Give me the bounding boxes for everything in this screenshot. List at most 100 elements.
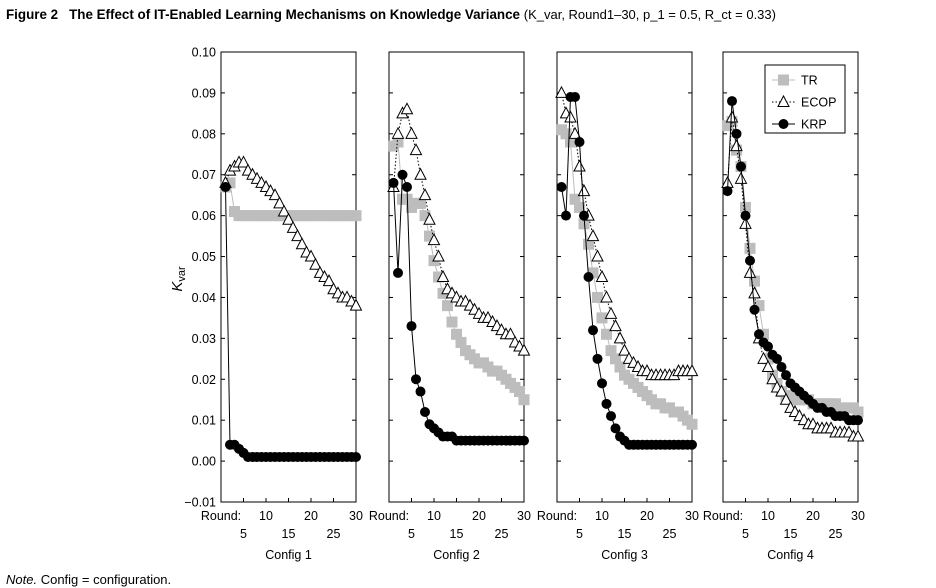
tr-point — [744, 242, 756, 254]
x-tick-label: 20 — [304, 509, 318, 523]
ecop-point — [685, 364, 699, 377]
ecop-line — [561, 92, 692, 376]
krp-point — [420, 407, 430, 417]
ecop-line — [225, 161, 357, 307]
y-tick-label: −0.01 — [184, 496, 216, 510]
krp-point — [574, 137, 585, 147]
ecop-point — [391, 126, 405, 139]
ecop-point — [309, 257, 322, 270]
ecop-point — [779, 392, 793, 405]
y-tick-label: 0.00 — [192, 455, 216, 469]
panel-xlabel: Config 4 — [767, 548, 814, 562]
x-tick-label: 30 — [685, 509, 699, 523]
figure-title-text: The Effect of IT-Enabled Learning Mechan… — [69, 7, 521, 22]
ecop-point — [573, 159, 586, 172]
krp-point — [722, 186, 733, 197]
ecop-point — [600, 290, 613, 303]
krp-point — [740, 210, 751, 221]
ecop-point — [591, 249, 604, 262]
x-tick-label: 5 — [408, 527, 415, 541]
x-tick-label: 25 — [663, 527, 677, 541]
x-tick-prefix: Round: — [703, 509, 743, 523]
ecop-point — [618, 343, 631, 356]
x-tick-label: 30 — [517, 509, 531, 523]
tr-point — [686, 418, 698, 430]
series-ecop — [555, 85, 699, 381]
x-tick-label: 25 — [327, 527, 341, 541]
krp-point — [570, 92, 580, 102]
tr-point — [852, 406, 864, 418]
krp-point — [402, 182, 412, 192]
x-tick-label: 20 — [472, 509, 486, 523]
x-tick-label: 25 — [829, 527, 843, 541]
panel-config-3: Round: 10 20 30 5 15 25 Config 3 — [537, 51, 699, 562]
x-tick-prefix: Round: — [369, 509, 409, 523]
krp-point — [397, 169, 408, 180]
ecop-point — [286, 220, 300, 233]
ecop-point — [777, 94, 790, 107]
ecop-point — [268, 188, 282, 201]
krp-point — [853, 415, 863, 426]
series-krp — [388, 169, 529, 446]
tr-point — [451, 328, 462, 340]
krp-point — [754, 329, 764, 340]
krp-point — [772, 353, 782, 364]
x-tick-prefix: Round: — [537, 509, 577, 523]
krp-point — [556, 182, 567, 192]
tr-point — [569, 193, 581, 205]
ecop-point — [400, 102, 414, 115]
tr-point — [578, 218, 590, 230]
tr-point — [778, 74, 789, 86]
y-tick-label: 0.03 — [192, 332, 216, 346]
krp-point — [749, 304, 760, 315]
y-tick-label: 0.05 — [192, 250, 216, 264]
x-tick-label: 20 — [640, 509, 654, 523]
tr-point — [762, 353, 774, 365]
ecop-point — [517, 343, 531, 356]
x-tick-label: 15 — [282, 527, 296, 541]
y-axis-label: Kvar — [169, 266, 188, 292]
tr-point — [753, 300, 765, 312]
ecop-point — [291, 229, 304, 242]
ecop-point — [586, 229, 600, 242]
ecop-point — [568, 126, 582, 139]
ecop-point — [432, 249, 445, 262]
series-tr — [220, 177, 362, 222]
tr-point — [350, 210, 362, 222]
note-label: Note. — [6, 572, 38, 587]
x-tick-label: 20 — [806, 509, 820, 523]
krp-point — [687, 439, 697, 450]
ecop-point — [405, 126, 418, 139]
x-tick-label: 25 — [495, 527, 509, 541]
krp-point — [592, 353, 603, 364]
legend-item-krp: KRP — [772, 118, 827, 132]
panel-xlabel: Config 3 — [601, 548, 648, 562]
ecop-point — [564, 110, 577, 123]
x-tick-label: 15 — [618, 527, 632, 541]
krp-point — [406, 321, 417, 332]
krp-point — [220, 182, 231, 192]
krp-point — [778, 119, 789, 129]
ecop-point — [595, 269, 609, 282]
figure-subtitle: (K_var, Round1–30, p_1 = 0.5, R_ct = 0.3… — [523, 7, 776, 22]
ecop-point — [304, 249, 318, 262]
series-krp — [556, 92, 697, 450]
ecop-line — [393, 108, 525, 352]
ecop-point — [237, 155, 250, 168]
ecop-point — [577, 184, 591, 197]
ecop-point — [757, 351, 770, 364]
x-tick-label: 10 — [595, 509, 609, 523]
krp-point — [393, 267, 403, 278]
tr-point — [583, 238, 594, 250]
krp-point — [579, 210, 589, 221]
krp-point — [606, 411, 616, 422]
ecop-point — [748, 286, 761, 299]
tr-line — [727, 120, 859, 413]
y-tick-label: 0.10 — [192, 46, 216, 60]
tr-point — [587, 267, 599, 279]
tr-point — [224, 177, 236, 189]
ecop-point — [739, 216, 752, 229]
series-krp — [722, 96, 863, 426]
x-tick-label: 5 — [742, 527, 749, 541]
